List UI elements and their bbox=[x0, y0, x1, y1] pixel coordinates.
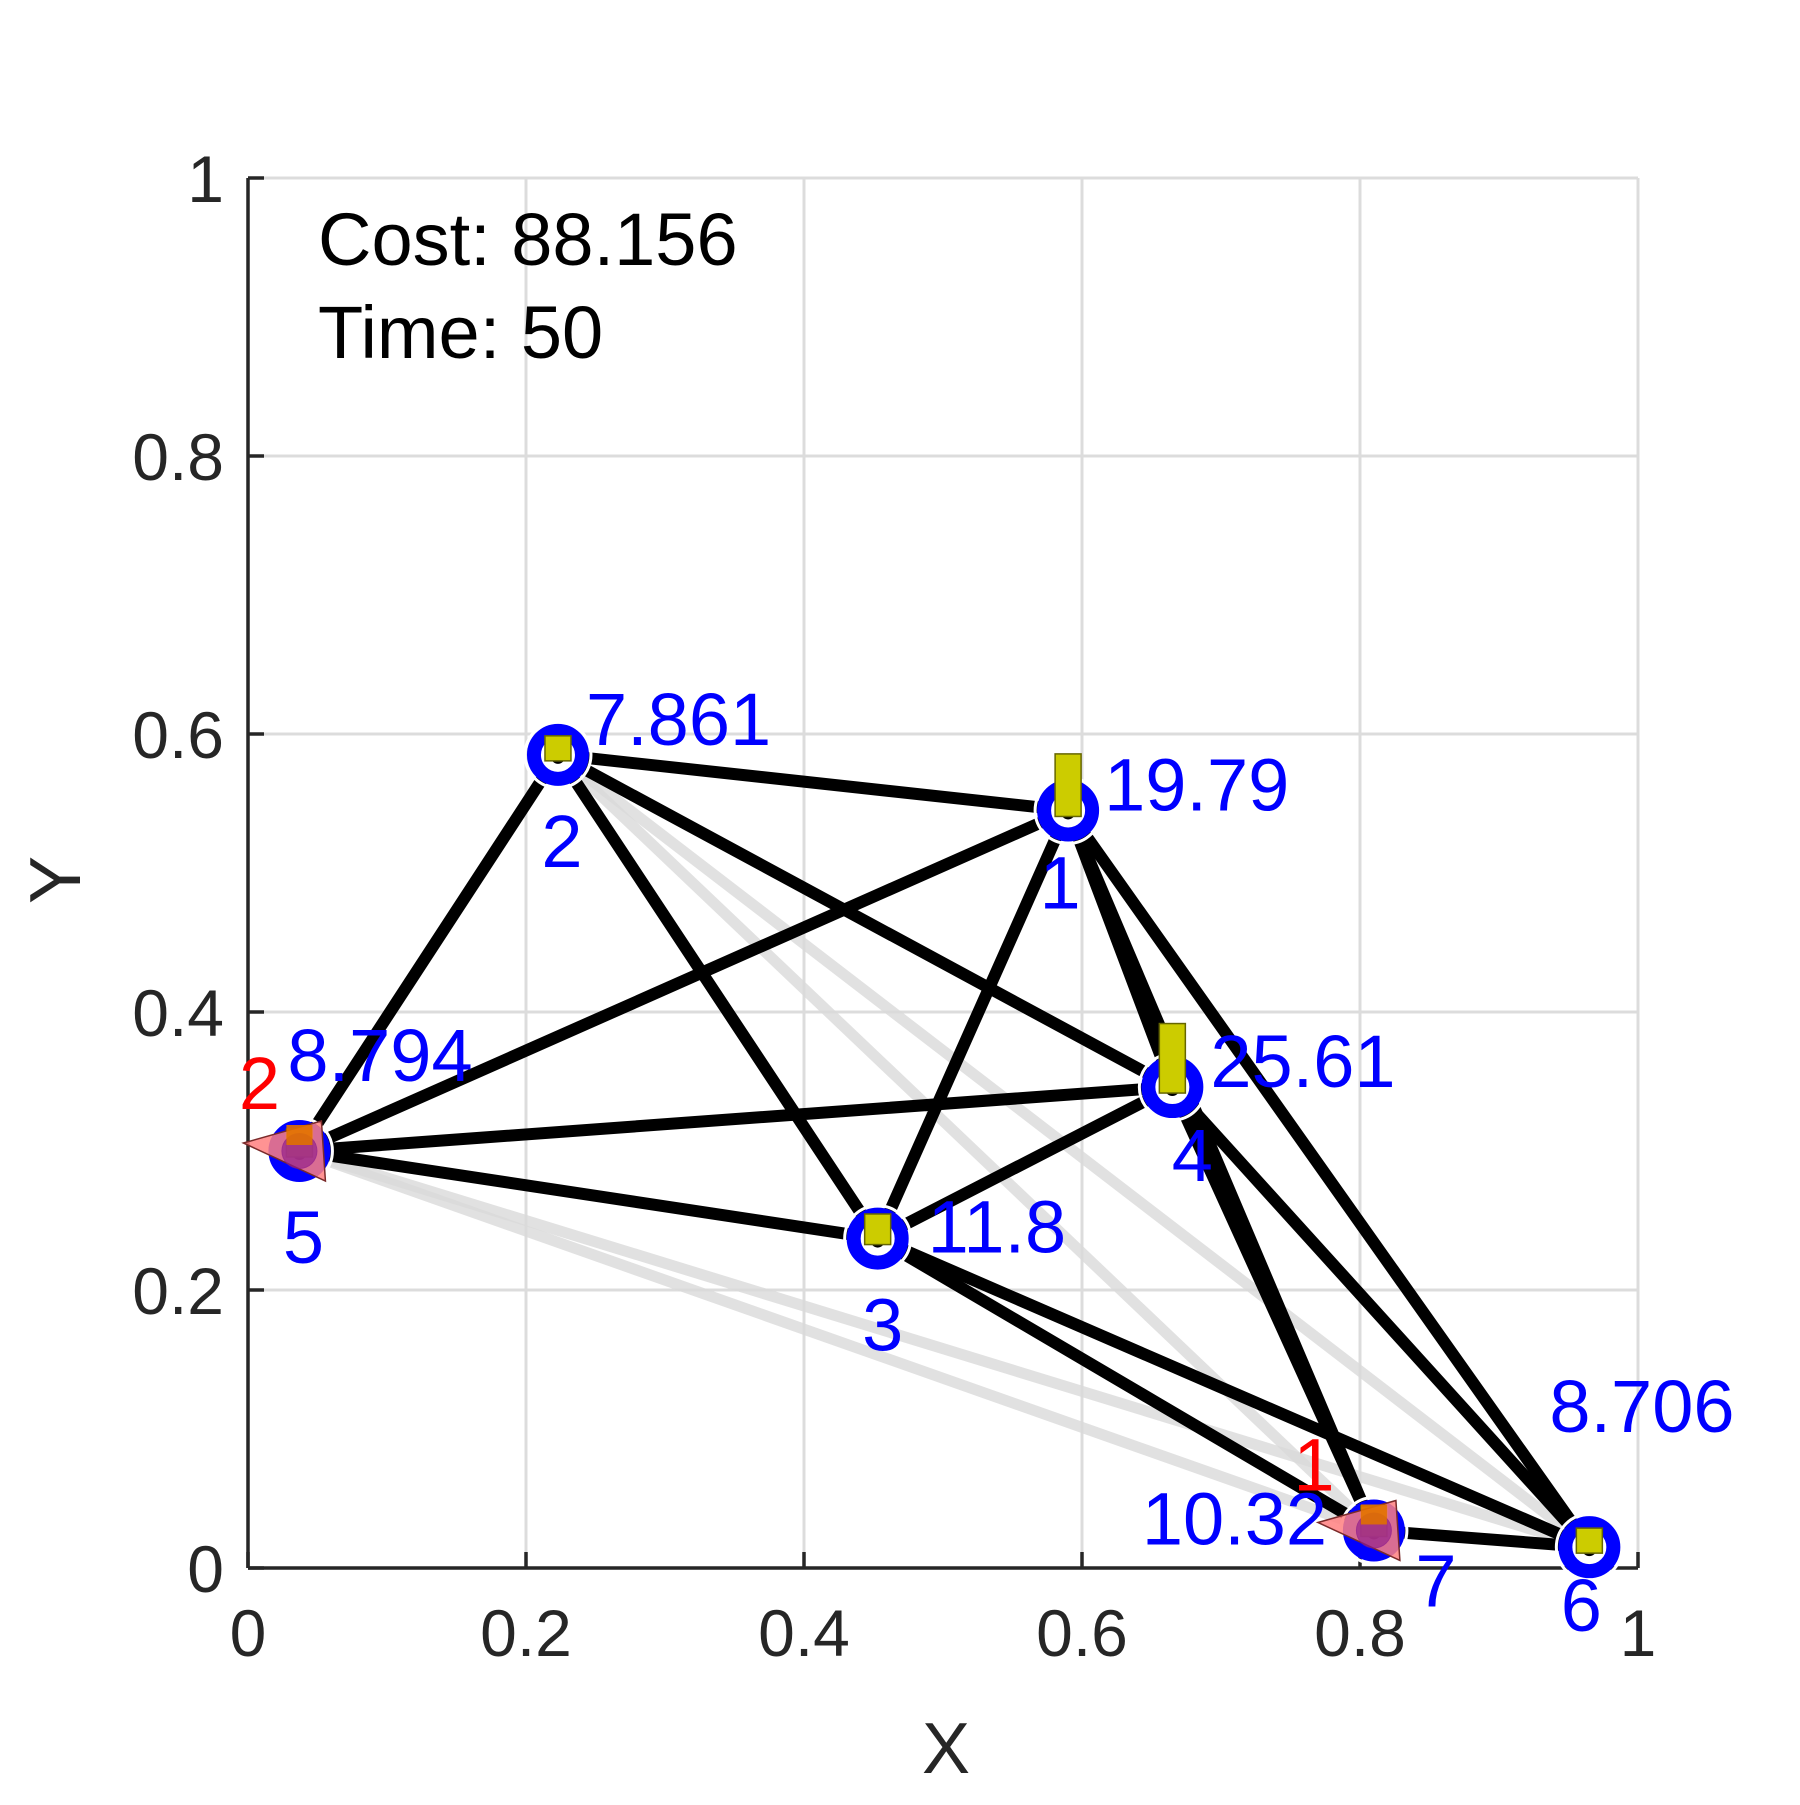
y-tick-label: 0.8 bbox=[132, 420, 224, 494]
node-6-demand-bar bbox=[1575, 1527, 1604, 1554]
edge-5-1 bbox=[293, 804, 1075, 1157]
node-1-value: 19.79 bbox=[1104, 743, 1289, 826]
edge-5-6 bbox=[293, 1145, 1595, 1553]
edge-7-6 bbox=[1367, 1524, 1596, 1554]
edge-2-5 bbox=[293, 748, 564, 1157]
x-axis-title: X bbox=[922, 1709, 970, 1789]
robot-2-cargo bbox=[286, 1125, 313, 1145]
node-1-label: 1 bbox=[1040, 841, 1081, 924]
robot-2-label: 2 bbox=[239, 1042, 280, 1125]
y-tick-label: 1 bbox=[187, 142, 224, 216]
y-tick-label: 0.2 bbox=[132, 1254, 224, 1328]
node-4-label: 4 bbox=[1172, 1114, 1213, 1197]
y-tick-label: 0 bbox=[187, 1532, 224, 1606]
edges bbox=[293, 748, 1596, 1554]
axes: 0 0.2 0.4 0.6 0.8 1 0 0.2 0.4 0.6 0.8 1 bbox=[132, 142, 1656, 1670]
x-tick-label: 0.2 bbox=[480, 1596, 572, 1670]
edge-2-1 bbox=[551, 748, 1075, 817]
node-2-value: 7.861 bbox=[586, 678, 771, 761]
edge-2-3 bbox=[551, 748, 884, 1245]
node-7-label: 7 bbox=[1415, 1539, 1456, 1622]
robot-1-label: 1 bbox=[1293, 1423, 1334, 1506]
robots: 12 bbox=[239, 1042, 1401, 1562]
grid bbox=[246, 176, 1640, 1570]
x-tick-label: 0.6 bbox=[1036, 1596, 1128, 1670]
node-6-outline bbox=[1554, 1512, 1624, 1582]
node-4-demand-bar bbox=[1158, 1022, 1187, 1094]
faint-edges bbox=[293, 749, 1595, 1553]
node-3-label: 3 bbox=[862, 1284, 903, 1367]
node-5-value: 8.794 bbox=[287, 1014, 472, 1097]
edge-5-3 bbox=[293, 1145, 884, 1245]
node-6-value: 8.706 bbox=[1549, 1365, 1734, 1448]
node-6-label: 6 bbox=[1561, 1564, 1602, 1647]
x-tick-label: 1 bbox=[1620, 1596, 1657, 1670]
cost-text: Cost: 88.156 bbox=[318, 198, 738, 281]
edge-4-6 bbox=[1166, 1081, 1596, 1554]
node-1-demand-bar bbox=[1054, 753, 1082, 818]
edge-5-7 bbox=[293, 1145, 1380, 1536]
node-3-value: 11.8 bbox=[928, 1186, 1067, 1269]
edge-4-7 bbox=[1166, 1081, 1380, 1537]
robot-1-cargo bbox=[1360, 1504, 1387, 1525]
x-tick-label: 0 bbox=[230, 1596, 267, 1670]
node-2-demand-bar bbox=[544, 735, 572, 762]
node-7-value: 10.32 bbox=[1142, 1477, 1327, 1560]
edge-3-4 bbox=[871, 1081, 1179, 1245]
node-3-demand-bar bbox=[863, 1213, 892, 1246]
node-3-outline bbox=[843, 1204, 913, 1274]
edge-3-6 bbox=[871, 1232, 1596, 1554]
node-2-label: 2 bbox=[541, 800, 582, 883]
node-2-outline bbox=[523, 720, 593, 790]
edge-1-6 bbox=[1062, 804, 1596, 1554]
y-tick-label: 0.6 bbox=[132, 698, 224, 772]
node-4-value: 25.61 bbox=[1210, 1020, 1395, 1103]
labels: 1 19.79 27.861 3 11.8 4 25.61 5 8.794 6 8.706 7 10.3… bbox=[283, 678, 1735, 1647]
edge-5-4 bbox=[293, 1081, 1179, 1157]
x-tick-label: 0.8 bbox=[1314, 1596, 1406, 1670]
edge-3-7 bbox=[871, 1232, 1380, 1537]
edge-3-1 bbox=[871, 804, 1075, 1245]
edge-2-4 bbox=[551, 748, 1179, 1094]
y-axis-title: Y bbox=[16, 856, 96, 904]
edge-2-6 bbox=[552, 749, 1595, 1553]
node-5-label: 5 bbox=[283, 1196, 324, 1279]
x-tick-label: 0.4 bbox=[758, 1596, 850, 1670]
time-text: Time: 50 bbox=[318, 291, 603, 374]
y-tick-label: 0.4 bbox=[132, 976, 224, 1050]
